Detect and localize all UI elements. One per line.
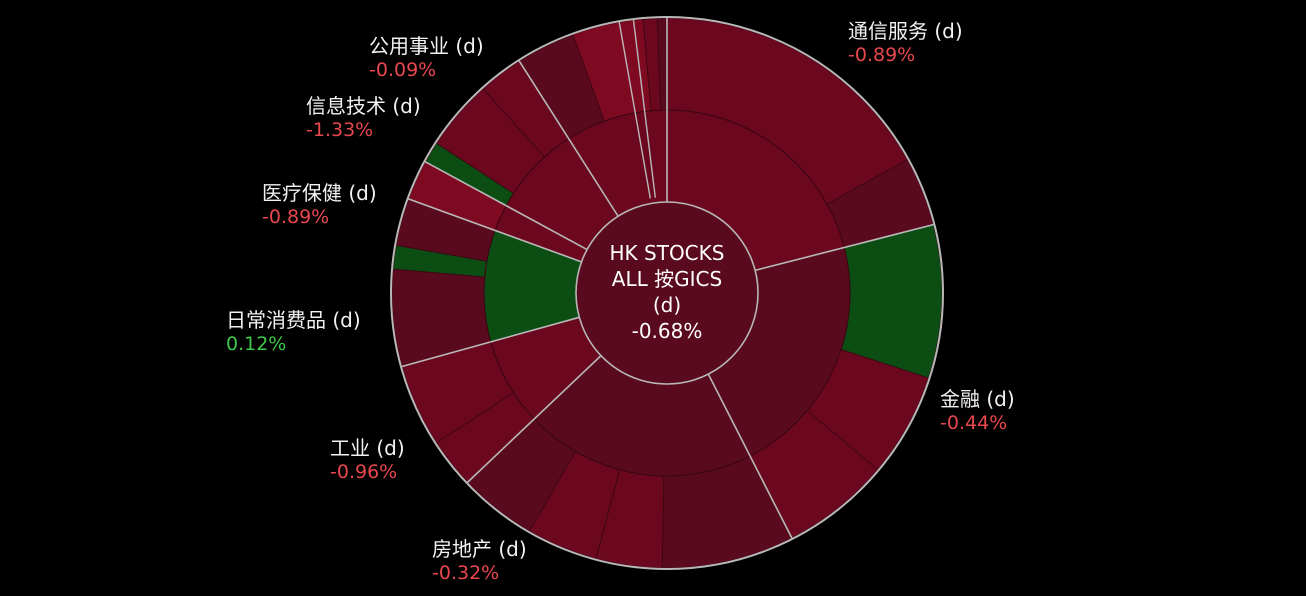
sector-boundary-7 xyxy=(518,59,619,217)
sector-value-6: -1.33% xyxy=(306,119,373,141)
center-label-line-3: -0.68% xyxy=(632,319,703,343)
sector-value-0: -0.89% xyxy=(848,44,915,66)
sector-boundary-6 xyxy=(424,160,588,251)
sector-value-5: -0.89% xyxy=(262,206,329,228)
sector-value-3: -0.96% xyxy=(330,461,397,483)
sub-boundary-0 xyxy=(618,21,652,199)
sector-label-5: 医疗保健 (d) xyxy=(262,181,377,205)
sector-label-2: 房地产 (d) xyxy=(432,537,527,561)
center-label-line-1: ALL 按GICS xyxy=(612,267,722,291)
sector-boundary-1 xyxy=(754,223,935,272)
sector-label-0: 通信服务 (d) xyxy=(848,19,963,43)
sector-value-1: -0.44% xyxy=(940,412,1007,434)
sub-boundary-1 xyxy=(632,18,656,198)
sector-boundary-5 xyxy=(407,197,582,263)
sector-label-6: 信息技术 (d) xyxy=(306,94,421,118)
sector-boundary-4 xyxy=(400,316,580,368)
sector-value-7: -0.09% xyxy=(369,59,436,81)
sector-label-1: 金融 (d) xyxy=(940,387,1015,411)
sector-label-3: 工业 (d) xyxy=(330,436,405,460)
sector-label-4: 日常消费品 (d) xyxy=(226,308,361,332)
sector-boundary-3 xyxy=(466,355,602,484)
center-label-line-2: (d) xyxy=(653,293,681,317)
sector-value-4: 0.12% xyxy=(226,333,286,355)
sector-label-7: 公用事业 (d) xyxy=(369,34,484,58)
center-label-line-0: HK STOCKS xyxy=(610,241,725,265)
sector-value-2: -0.32% xyxy=(432,562,499,584)
sector-boundary-2 xyxy=(707,373,794,540)
